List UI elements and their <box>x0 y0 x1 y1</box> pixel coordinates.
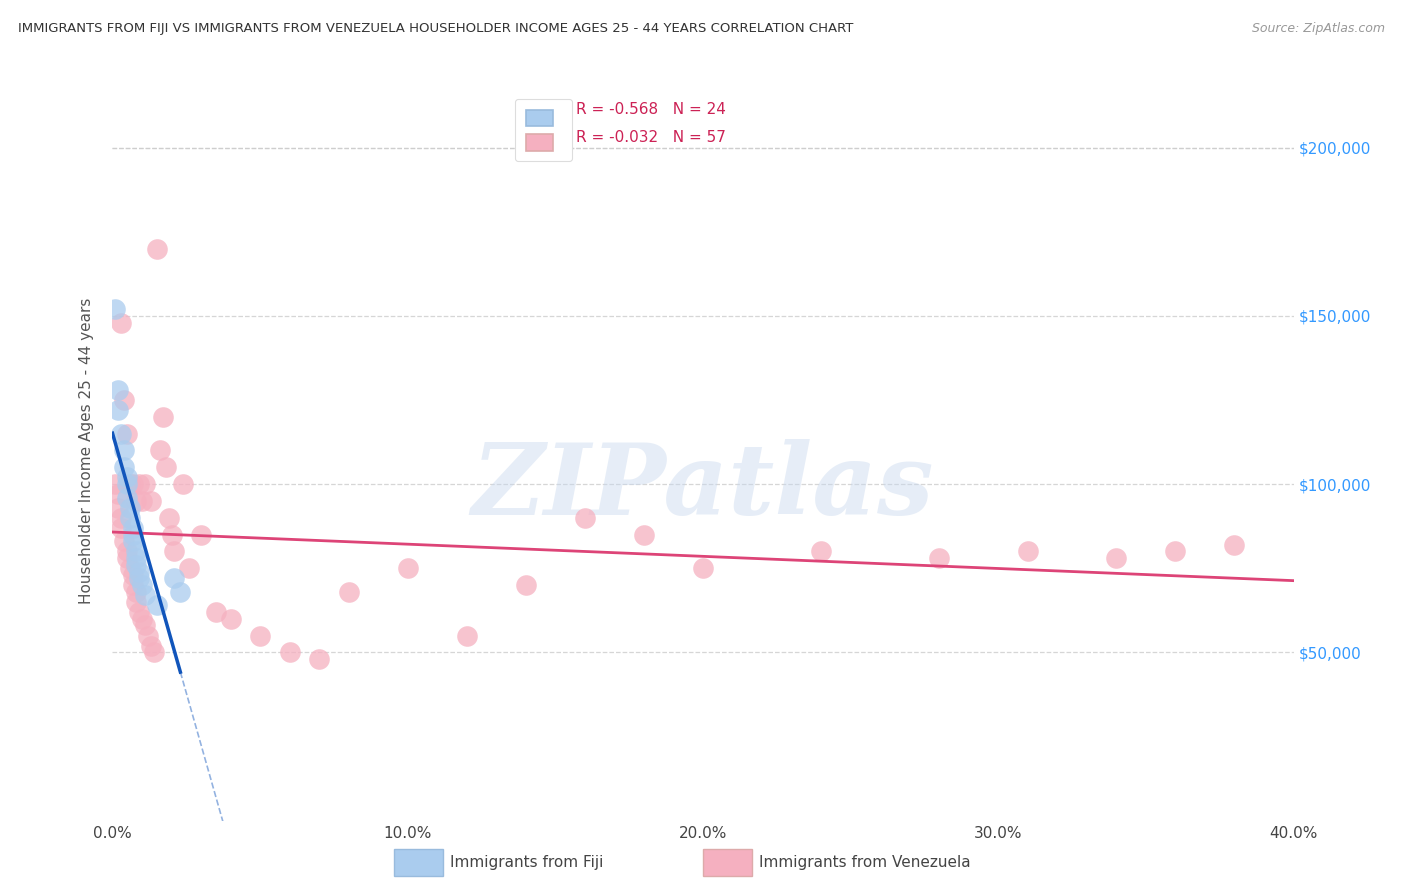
Point <box>146 242 169 256</box>
Point <box>120 510 142 524</box>
Point <box>456 628 478 642</box>
Text: R = -0.032   N = 57: R = -0.032 N = 57 <box>575 130 725 145</box>
Point <box>396 561 419 575</box>
Point <box>117 551 138 566</box>
Point <box>125 494 148 508</box>
Point <box>152 409 174 424</box>
Point <box>120 500 142 515</box>
Point <box>112 460 135 475</box>
Point <box>125 551 148 566</box>
Point <box>104 477 127 491</box>
Point <box>125 595 148 609</box>
Point <box>117 544 138 558</box>
Point <box>278 645 301 659</box>
Point <box>1017 544 1039 558</box>
Point <box>122 568 145 582</box>
Point <box>155 460 177 475</box>
Point <box>125 558 148 572</box>
Point <box>160 527 183 541</box>
Point <box>128 477 150 491</box>
Point <box>122 477 145 491</box>
Point <box>131 612 153 626</box>
Point <box>205 605 228 619</box>
Point <box>117 426 138 441</box>
Text: Source: ZipAtlas.com: Source: ZipAtlas.com <box>1251 22 1385 36</box>
Point <box>131 578 153 592</box>
Point <box>117 491 138 505</box>
Point <box>117 477 138 491</box>
Point <box>112 443 135 458</box>
Point <box>928 551 950 566</box>
Point <box>179 561 201 575</box>
Point <box>172 477 194 491</box>
Text: IMMIGRANTS FROM FIJI VS IMMIGRANTS FROM VENEZUELA HOUSEHOLDER INCOME AGES 25 - 4: IMMIGRANTS FROM FIJI VS IMMIGRANTS FROM … <box>18 22 853 36</box>
Point <box>308 652 330 666</box>
Point <box>120 477 142 491</box>
Point <box>107 403 129 417</box>
Point <box>128 605 150 619</box>
Text: R = -0.568   N = 24: R = -0.568 N = 24 <box>575 103 725 118</box>
Point <box>117 470 138 484</box>
Point <box>169 584 191 599</box>
Point <box>120 561 142 575</box>
Point <box>107 383 129 397</box>
Point <box>122 527 145 541</box>
Text: Immigrants from Venezuela: Immigrants from Venezuela <box>759 855 972 870</box>
Point <box>163 571 186 585</box>
Point <box>122 521 145 535</box>
Point <box>633 527 655 541</box>
Point <box>810 544 832 558</box>
Point <box>104 302 127 317</box>
Text: Immigrants from Fiji: Immigrants from Fiji <box>450 855 603 870</box>
Point <box>122 534 145 549</box>
Point <box>249 628 271 642</box>
Point <box>692 561 714 575</box>
Point <box>190 527 212 541</box>
Point <box>131 494 153 508</box>
Point <box>125 544 148 558</box>
Point <box>110 521 132 535</box>
Point <box>136 628 159 642</box>
Point <box>146 599 169 613</box>
Point <box>107 487 129 501</box>
Point <box>1223 538 1246 552</box>
Point <box>139 639 162 653</box>
Point <box>134 477 156 491</box>
Point <box>125 584 148 599</box>
Point <box>110 510 132 524</box>
Y-axis label: Householder Income Ages 25 - 44 years: Householder Income Ages 25 - 44 years <box>79 297 94 604</box>
Point <box>110 316 132 330</box>
Point <box>107 500 129 515</box>
Point <box>134 588 156 602</box>
Point <box>110 426 132 441</box>
Point <box>149 443 172 458</box>
Point <box>515 578 537 592</box>
Text: ZIPatlas: ZIPatlas <box>472 439 934 536</box>
Point <box>112 392 135 407</box>
Point <box>112 534 135 549</box>
Point <box>157 510 180 524</box>
Point <box>139 494 162 508</box>
Point <box>128 571 150 585</box>
Point <box>134 618 156 632</box>
Point <box>122 578 145 592</box>
Point <box>163 544 186 558</box>
Point <box>1105 551 1128 566</box>
Point <box>1164 544 1187 558</box>
Point <box>219 612 242 626</box>
Point <box>142 645 165 659</box>
Legend: , : , <box>515 99 572 161</box>
Point <box>128 565 150 579</box>
Point <box>574 510 596 524</box>
Point <box>337 584 360 599</box>
